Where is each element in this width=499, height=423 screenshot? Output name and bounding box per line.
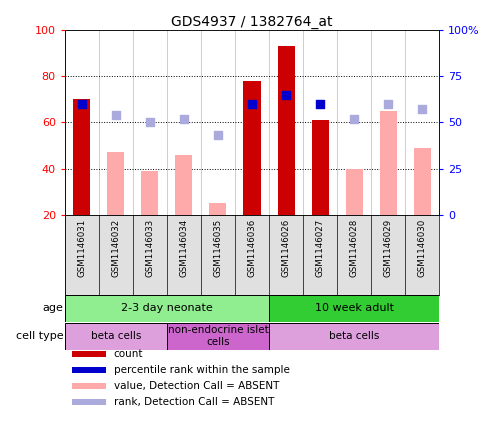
Bar bbox=[269, 295, 439, 322]
Title: GDS4937 / 1382764_at: GDS4937 / 1382764_at bbox=[171, 14, 333, 29]
Text: GSM1146035: GSM1146035 bbox=[214, 219, 223, 277]
Text: 2-3 day neonate: 2-3 day neonate bbox=[121, 303, 213, 313]
Text: non-endocrine islet
cells: non-endocrine islet cells bbox=[168, 325, 268, 347]
Point bbox=[384, 100, 392, 107]
Text: percentile rank within the sample: percentile rank within the sample bbox=[114, 365, 289, 375]
Point bbox=[78, 100, 86, 107]
Text: rank, Detection Call = ABSENT: rank, Detection Call = ABSENT bbox=[114, 397, 274, 407]
Text: count: count bbox=[114, 349, 143, 359]
Bar bbox=[277, 46, 294, 215]
Bar bbox=[167, 323, 269, 349]
Bar bbox=[107, 152, 124, 215]
Bar bbox=[269, 323, 439, 349]
Text: GSM1146028: GSM1146028 bbox=[350, 219, 359, 277]
Text: beta cells: beta cells bbox=[329, 331, 379, 341]
Point bbox=[282, 91, 290, 98]
Point bbox=[112, 112, 120, 118]
Text: age: age bbox=[42, 303, 63, 313]
Point bbox=[180, 115, 188, 122]
Point bbox=[146, 119, 154, 126]
Text: GSM1146033: GSM1146033 bbox=[145, 219, 154, 277]
Bar bbox=[72, 367, 106, 373]
Bar bbox=[380, 111, 397, 215]
Text: GSM1146027: GSM1146027 bbox=[315, 219, 324, 277]
Text: GSM1146032: GSM1146032 bbox=[111, 219, 120, 277]
Bar bbox=[72, 351, 106, 357]
Bar bbox=[176, 155, 193, 215]
Bar bbox=[73, 99, 90, 215]
Text: GSM1146036: GSM1146036 bbox=[248, 219, 256, 277]
Bar bbox=[141, 171, 159, 215]
Text: GSM1146026: GSM1146026 bbox=[281, 219, 290, 277]
Bar bbox=[414, 148, 431, 215]
Point bbox=[248, 100, 256, 107]
Text: GSM1146030: GSM1146030 bbox=[418, 219, 427, 277]
Bar bbox=[65, 295, 269, 322]
Text: 10 week adult: 10 week adult bbox=[314, 303, 394, 313]
Bar bbox=[210, 203, 227, 215]
Bar bbox=[65, 323, 167, 349]
Point bbox=[418, 106, 426, 113]
Text: GSM1146029: GSM1146029 bbox=[384, 219, 393, 277]
Bar bbox=[72, 398, 106, 405]
Bar bbox=[244, 81, 260, 215]
Point bbox=[214, 132, 222, 139]
Text: value, Detection Call = ABSENT: value, Detection Call = ABSENT bbox=[114, 381, 279, 391]
Point bbox=[316, 100, 324, 107]
Bar bbox=[72, 382, 106, 389]
Point bbox=[350, 115, 358, 122]
Text: GSM1146031: GSM1146031 bbox=[77, 219, 86, 277]
Text: cell type: cell type bbox=[15, 331, 63, 341]
Bar bbox=[345, 169, 363, 215]
Text: beta cells: beta cells bbox=[91, 331, 141, 341]
Bar bbox=[311, 120, 328, 215]
Text: GSM1146034: GSM1146034 bbox=[180, 219, 189, 277]
